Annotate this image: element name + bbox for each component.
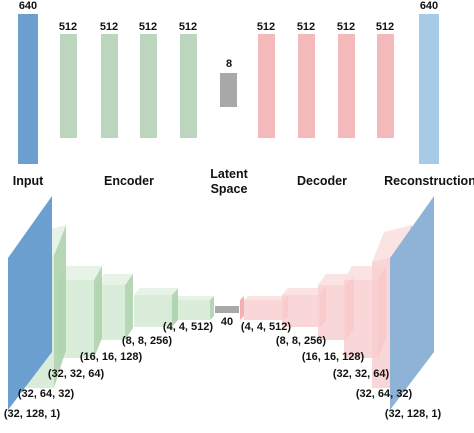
- decoder-layer-bar-2: [298, 34, 315, 138]
- encoder-block-6: [168, 296, 214, 320]
- decoder-layer-bar-4: [377, 34, 394, 138]
- encoder-block-5: [134, 288, 178, 327]
- latent-units-label: 8: [226, 58, 232, 70]
- encoder-units-label-1: 512: [59, 21, 77, 33]
- encoder-units-label-3: 512: [139, 21, 157, 33]
- decoder-block-1: [240, 296, 288, 320]
- encoder-block-3: [58, 266, 102, 358]
- encoder-block-4: [96, 274, 133, 340]
- reconstruction-label: Reconstruction: [384, 174, 474, 188]
- encoder-shape-label-3: (32, 32, 64): [48, 368, 105, 380]
- decoder-layer-bar-3: [338, 34, 355, 138]
- decoder-units-label-3: 512: [337, 21, 355, 33]
- decoder-shape-label-6: (32, 128, 1): [385, 408, 442, 420]
- decoder-shape-label-3: (16, 16, 128): [302, 351, 365, 363]
- encoder-layer-bar-4: [180, 34, 197, 138]
- output-layer-bar: [419, 14, 439, 164]
- encoder-shape-label-4: (16, 16, 128): [80, 351, 143, 363]
- decoder-shape-label-2: (8, 8, 256): [276, 335, 326, 347]
- decoder-shape-label-5: (32, 64, 32): [356, 388, 413, 400]
- decoder-label: Decoder: [297, 174, 347, 188]
- encoder-units-label-2: 512: [100, 21, 118, 33]
- encoder-shape-label-2: (32, 64, 32): [18, 388, 75, 400]
- latent-space-label-line2: Space: [211, 182, 248, 196]
- decoder-units-label-2: 512: [297, 21, 315, 33]
- conv-autoencoder: 40: [4, 196, 442, 420]
- decoder-units-label-1: 512: [257, 21, 275, 33]
- dense-autoencoder: 640 512 512 512 512 8 512 512 512 512 64…: [18, 0, 439, 164]
- decoder-block-6-reconstruction: [390, 196, 434, 410]
- input-label: Input: [13, 174, 44, 188]
- encoder-shape-label-1: (32, 128, 1): [4, 408, 61, 420]
- decoder-shape-label-4: (32, 32, 64): [333, 368, 390, 380]
- decoder-units-label-4: 512: [376, 21, 394, 33]
- section-labels: Input Encoder Latent Space Decoder Recon…: [13, 167, 474, 196]
- encoder-layer-bar-2: [101, 34, 118, 138]
- latent-block: 40: [215, 306, 239, 328]
- encoder-layer-bar-3: [140, 34, 157, 138]
- latent-40-label: 40: [221, 316, 233, 328]
- decoder-shape-label-1: (4, 4, 512): [241, 321, 291, 333]
- latent-space-label-line1: Latent: [210, 167, 248, 181]
- latent-layer-bar: [220, 73, 237, 107]
- decoder-layer-bar-1: [258, 34, 275, 138]
- encoder-shape-label-5: (8, 8, 256): [122, 335, 172, 347]
- encoder-label: Encoder: [104, 174, 154, 188]
- encoder-layer-bar-1: [60, 34, 77, 138]
- input-layer-bar: [18, 14, 38, 164]
- input-units-label: 640: [19, 0, 37, 12]
- output-units-label: 640: [420, 0, 438, 12]
- encoder-shape-label-6: (4, 4, 512): [163, 321, 213, 333]
- encoder-block-1-input: [8, 196, 52, 410]
- encoder-units-label-4: 512: [179, 21, 197, 33]
